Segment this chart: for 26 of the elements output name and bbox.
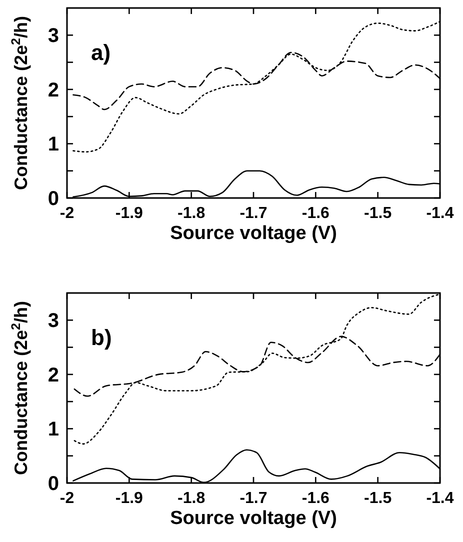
x-tick-label: -1.4 xyxy=(426,205,454,222)
x-tick-label: -1.7 xyxy=(240,490,268,507)
x-tick-label: -1.4 xyxy=(426,490,454,507)
y-tick-label: 1 xyxy=(48,418,59,441)
x-axis-title: Source voltage (V) xyxy=(170,223,337,244)
x-axis-title: Source voltage (V) xyxy=(170,508,337,529)
y-tick-label: 2 xyxy=(48,364,59,386)
x-tick-label: -1.8 xyxy=(178,490,206,507)
y-tick-label: 2 xyxy=(48,79,59,102)
x-tick-label: -2 xyxy=(60,205,74,222)
y-tick-label: 1 xyxy=(48,134,59,156)
y-tick-label: 0 xyxy=(48,473,59,495)
x-tick-label: -1.6 xyxy=(302,205,330,222)
y-tick-label: 3 xyxy=(48,25,59,48)
x-tick-label: -1.9 xyxy=(115,490,144,507)
x-tick-label: -2 xyxy=(60,490,74,507)
x-tick-label: -1.5 xyxy=(364,490,392,507)
x-tick-label: -1.5 xyxy=(364,205,392,222)
x-tick-label: -1.8 xyxy=(178,205,206,222)
annotation: b) xyxy=(91,325,112,350)
y-tick-label: 0 xyxy=(48,188,59,210)
x-tick-label: -1.6 xyxy=(302,490,330,507)
x-tick-label: -1.7 xyxy=(240,205,268,222)
y-tick-label: 3 xyxy=(48,310,59,332)
annotation: a) xyxy=(91,40,111,65)
x-tick-label: -1.9 xyxy=(115,205,144,222)
